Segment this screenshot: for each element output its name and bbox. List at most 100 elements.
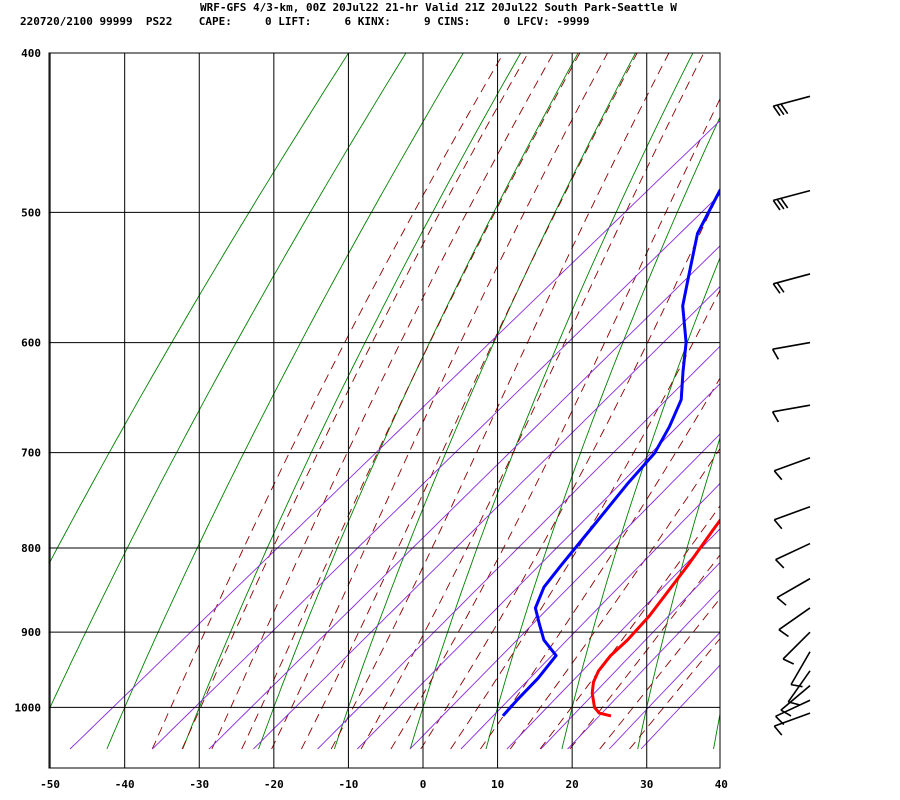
mixing-ratio-line <box>608 631 720 750</box>
wind-barb <box>773 505 811 530</box>
barb-feather <box>780 197 789 209</box>
barb-staff <box>778 607 811 631</box>
dry-adiabat <box>49 53 407 711</box>
x-tick-label: -10 <box>338 778 358 791</box>
plot-frame <box>48 52 721 769</box>
barb-staff <box>774 712 811 727</box>
barb-feather <box>776 282 785 293</box>
barb-staff <box>772 341 811 350</box>
barb-feather <box>780 103 789 115</box>
wind-barb <box>790 651 811 688</box>
barb-feather <box>790 683 803 688</box>
barb-staff <box>776 577 811 599</box>
dry-adiabat <box>637 436 720 750</box>
barb-feather <box>773 519 783 530</box>
sounding-stats-line: 220720/2100 99999 PS22 CAPE: 0 LIFT: 6 K… <box>20 15 590 28</box>
traces <box>501 188 720 718</box>
wind-barb <box>778 607 811 638</box>
barb-staff <box>790 651 811 686</box>
barb-staff <box>773 273 811 285</box>
wind-barb <box>773 712 811 736</box>
grid <box>49 53 720 768</box>
moist-adiabat <box>629 637 720 750</box>
x-tick-label: -20 <box>264 778 284 791</box>
dry-adiabat <box>713 711 720 750</box>
barb-feather <box>772 199 781 211</box>
y-tick-label: 900 <box>21 626 41 639</box>
dry-adiabat <box>865 16 900 749</box>
x-tick-label: -50 <box>40 778 60 791</box>
moist-adiabat <box>360 53 705 750</box>
wind-barb <box>773 457 811 481</box>
mixing-ratio-line <box>409 433 720 750</box>
moist-adiabat <box>569 554 720 750</box>
barb-feather <box>771 348 780 360</box>
moist-adiabat <box>300 53 638 750</box>
mixing-ratio-line <box>640 664 720 750</box>
dry-adiabat <box>182 53 522 750</box>
y-tick-label: 1000 <box>15 701 42 714</box>
moist-adiabat <box>450 289 720 750</box>
barb-staff <box>772 404 811 413</box>
x-tick-label: 10 <box>491 778 504 791</box>
barb-staff <box>773 95 811 107</box>
moist-adiabat <box>599 597 720 750</box>
dry-adiabat <box>49 53 350 565</box>
barb-feather <box>782 658 795 665</box>
barb-staff <box>775 699 811 718</box>
barb-staff <box>774 505 811 521</box>
wind-barb <box>780 685 811 717</box>
wind-barb <box>772 95 811 117</box>
wind-barb <box>772 189 811 211</box>
barb-staff <box>774 457 811 472</box>
dewpoint-trace <box>501 188 720 717</box>
wind-barbs <box>771 95 811 736</box>
x-tick-label: 20 <box>566 778 579 791</box>
mixing-ratio-line <box>317 345 720 750</box>
moist-adiabat <box>390 97 720 750</box>
moist-adiabat <box>480 377 720 750</box>
moist-adiabat <box>211 53 554 750</box>
mixing-ratio-line <box>151 193 720 750</box>
moist-adiabat <box>181 53 529 750</box>
barb-feather <box>771 411 780 423</box>
mixing-ratio-line <box>460 482 720 750</box>
x-tick-labels: -50 -40 -30 -20 -10 0 10 20 30 40 <box>40 778 728 791</box>
barb-feather <box>772 283 781 294</box>
mixing-ratio-line <box>506 528 720 750</box>
barb-feather <box>776 596 787 606</box>
mixing-ratio-line <box>540 561 720 750</box>
barb-staff <box>780 685 811 711</box>
moist-adiabat <box>241 53 581 750</box>
wind-barb <box>775 542 811 569</box>
x-tick-label: -30 <box>189 778 209 791</box>
dry-adiabat <box>106 53 464 750</box>
x-tick-label: 0 <box>420 778 427 791</box>
barb-feather <box>776 198 785 210</box>
barb-feather <box>776 104 785 116</box>
mixing-ratio-line <box>253 285 720 750</box>
y-tick-label: 700 <box>21 447 41 460</box>
dry-adiabat <box>789 16 900 749</box>
y-tick-label: 600 <box>21 337 41 350</box>
temperature-trace <box>590 517 720 718</box>
barb-feather <box>773 470 783 481</box>
y-tick-label: 400 <box>21 47 41 60</box>
dry-adiabat <box>485 116 720 750</box>
barb-staff <box>782 631 811 660</box>
moist-adiabat <box>151 53 505 750</box>
x-tick-label: 30 <box>640 778 653 791</box>
moist-adiabat <box>330 53 670 750</box>
mixing-ratio-line <box>567 589 720 750</box>
y-tick-label: 500 <box>21 206 41 219</box>
dry-adiabat <box>409 53 694 750</box>
wind-barb <box>771 404 811 423</box>
x-tick-label: -40 <box>115 778 135 791</box>
y-tick-label: 800 <box>21 542 41 555</box>
mixing-ratio-line <box>356 383 720 750</box>
barb-staff <box>773 189 811 202</box>
wind-barb <box>771 341 811 360</box>
wind-barb <box>776 577 811 606</box>
barb-feather <box>778 629 789 638</box>
